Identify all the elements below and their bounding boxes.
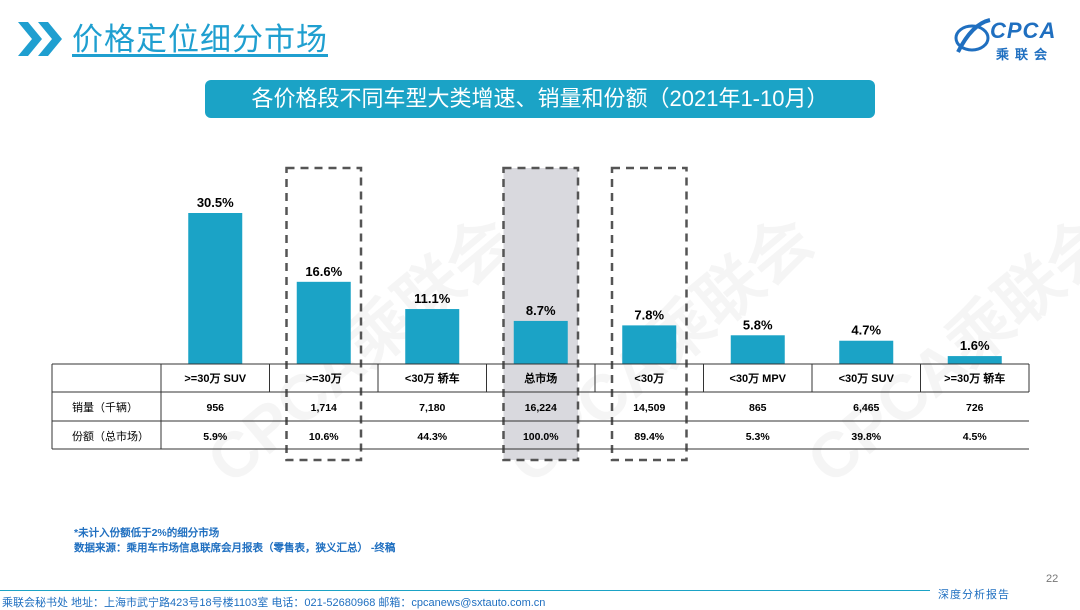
cpca-logo: CPCA 乘联会 — [952, 14, 1064, 62]
category-label: <30万 — [634, 372, 664, 385]
table-cell: 89.4% — [634, 431, 664, 443]
table-cell: 10.6% — [309, 431, 339, 443]
bar — [839, 340, 894, 364]
chevron-arrows-icon — [18, 22, 62, 56]
bar — [188, 213, 243, 364]
table-cell: 1,714 — [311, 402, 337, 414]
bar — [947, 356, 1002, 364]
category-label: <30万 MPV — [729, 372, 786, 385]
category-label: >=30万 — [306, 372, 342, 385]
category-label: <30万 轿车 — [405, 371, 460, 385]
note-line: 数据来源：乘用车市场信息联席会月报表（零售表，狭义汇总） -终稿 — [74, 542, 396, 554]
table-cell: 6,465 — [853, 402, 879, 414]
table-cell: 16,224 — [525, 402, 557, 414]
bar-value-label: 11.1% — [414, 291, 451, 306]
table-cell: 5.9% — [203, 431, 228, 443]
category-label: >=30万 轿车 — [944, 371, 1005, 385]
bar-value-label: 1.6% — [960, 338, 990, 353]
table-cell: 4.5% — [963, 431, 988, 443]
bar-value-label: 5.8% — [743, 317, 773, 332]
notes: *未计入份额低于2%的细分市场 数据来源：乘用车市场信息联席会月报表（零售表，狭… — [74, 526, 395, 556]
footer-report-label: 深度分析报告 — [938, 588, 1010, 601]
table-cell: 14,509 — [633, 402, 665, 414]
table-cell: 39.8% — [851, 431, 881, 443]
bar-value-label: 7.8% — [634, 307, 664, 322]
table-row-label: 份额（总市场） — [72, 429, 149, 443]
bar — [622, 325, 677, 364]
table-row-label: 销量（千辆） — [72, 400, 138, 414]
category-label: 总市场 — [524, 371, 557, 385]
bar — [513, 320, 568, 364]
page-number: 22 — [1046, 573, 1059, 585]
table-cell: 726 — [966, 402, 984, 414]
table-cell: 5.3% — [746, 431, 771, 443]
bar — [730, 335, 785, 364]
table-cell: 956 — [206, 402, 224, 414]
note-line: *未计入份额低于2%的细分市场 — [74, 527, 220, 539]
category-label: >=30万 SUV — [184, 372, 246, 385]
chart-banner-title: 各价格段不同车型大类增速、销量和份额（2021年1-10月） — [205, 80, 875, 118]
page-title: 价格定位细分市场 — [72, 22, 328, 57]
logo-subtext: 乘联会 — [996, 47, 1054, 62]
highlight-box — [502, 166, 580, 462]
table-cell: 7,180 — [419, 402, 445, 414]
table-cell: 865 — [749, 402, 767, 414]
table-cell: 100.0% — [523, 431, 559, 443]
bar-value-label: 8.7% — [526, 303, 556, 318]
bar-value-label: 30.5% — [197, 195, 234, 210]
bar — [405, 309, 460, 364]
footer-contact: 乘联会秘书处 地址：上海市武宁路423号18号楼1103室 电话：021-526… — [2, 597, 546, 609]
logo-text: CPCA — [990, 18, 1057, 43]
bar-value-label: 4.7% — [851, 323, 881, 338]
footer-divider — [0, 590, 930, 591]
bar-value-label: 16.6% — [305, 264, 342, 279]
bar — [296, 281, 351, 364]
table-cell: 44.3% — [417, 431, 447, 443]
category-label: <30万 SUV — [839, 372, 895, 385]
logo-swoosh-icon — [954, 18, 991, 53]
